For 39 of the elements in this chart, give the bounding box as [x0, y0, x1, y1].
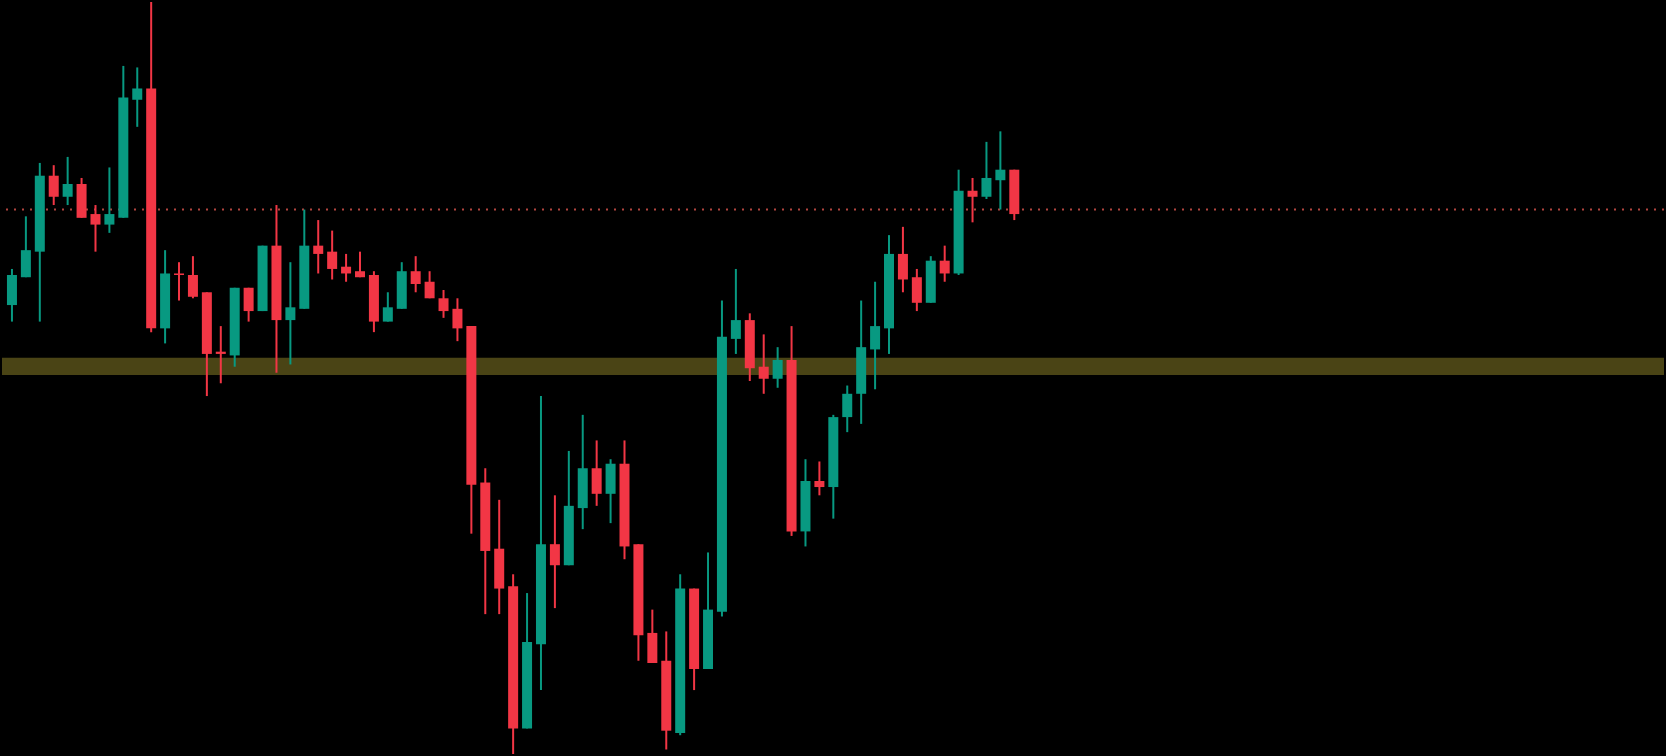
candlestick: [104, 166, 115, 234]
candlestick: [897, 225, 908, 294]
candlestick: [410, 255, 421, 294]
candlestick: [174, 261, 185, 302]
candlestick: [870, 280, 881, 391]
candlestick: [939, 244, 950, 283]
candlestick: [354, 250, 365, 279]
candlestick: [577, 413, 588, 531]
candlestick: [647, 608, 658, 665]
candlestick: [772, 346, 783, 389]
candlestick: [1009, 168, 1020, 222]
candlestick: [313, 219, 324, 275]
candlestick: [48, 164, 59, 207]
candlestick: [382, 291, 393, 323]
candlestick: [981, 140, 992, 201]
candlestick: [842, 384, 853, 434]
candlestick: [6, 267, 17, 323]
candlestick: [243, 286, 254, 323]
candlestick: [995, 130, 1006, 211]
candlestick: [132, 66, 143, 128]
candlestick: [187, 255, 198, 300]
candlestick: [396, 261, 407, 310]
candlestick: [814, 460, 825, 497]
candlestick: [285, 261, 296, 366]
candlestick: [967, 176, 978, 224]
candlestick: [730, 267, 741, 355]
candlestick: [368, 270, 379, 334]
candlestick: [911, 267, 922, 313]
candlestick: [591, 439, 602, 507]
candlestick: [327, 229, 338, 281]
candlestick: [758, 333, 769, 395]
candlestick: [856, 299, 867, 425]
candlestick: [494, 498, 505, 616]
candlestick: [20, 215, 31, 279]
candlestick: [549, 494, 560, 610]
candlestick: [605, 458, 616, 525]
candlestick: [424, 270, 435, 300]
candlestick: [62, 155, 73, 207]
candlestick: [925, 255, 936, 304]
